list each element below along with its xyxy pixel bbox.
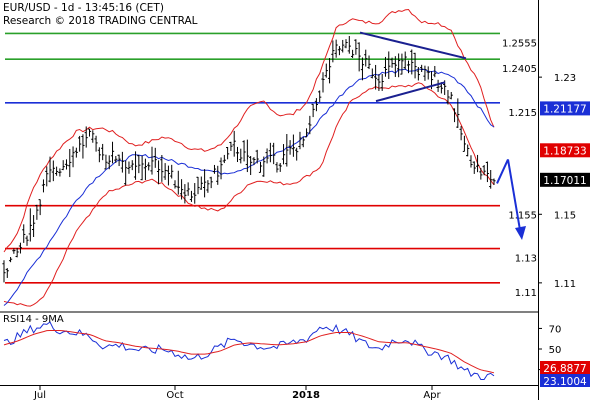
chart-copyright: Research © 2018 TRADING CENTRAL [3,15,198,27]
rsi-series-1 [3,330,495,374]
price-tag-bg-1 [540,143,590,158]
level-label-5: 1.11 [515,288,537,299]
rsi-tick-label-2: 70 [549,324,562,335]
price-tick-label-1: 1.15 [554,210,576,221]
triangle-side-1 [375,81,446,103]
price-tag-bg-2 [540,172,590,187]
series-line-2 [3,68,495,306]
price-tag-bg-0 [540,101,590,116]
rsi-tag-bg-1 [540,374,590,387]
price-tag-1: 1.18733 [543,145,586,157]
rsi-tick-label-1: 50 [549,345,562,356]
rsi-tag-1: 23.1004 [543,376,587,388]
price-tag-2: 1.17011 [543,175,586,187]
rsi-tag-bg-0 [540,361,590,374]
level-label-4: 1.13 [515,254,537,265]
forecast-up-leg [496,159,509,184]
level-label-2: 1.215 [508,108,537,119]
triangle-side-0 [359,31,467,60]
bands-layer [3,8,495,307]
rsi-series-0 [3,321,495,380]
price-bars [2,36,496,283]
time-tick-label-1: Oct [166,390,183,400]
series-line-0 [3,8,495,253]
time-tick-label-2: 2018 [292,390,320,400]
time-tick-label-3: Apr [423,390,441,400]
levels-layer: 1.2555 1.2405 1.215 1.155 1.13 1.11 [5,32,537,299]
forecast-arrow-head [515,226,526,240]
level-label-3: 1.155 [508,211,537,222]
price-tick-label-0: 1.11 [554,279,576,290]
level-label-0: 1.2555 [502,38,537,49]
price-tag-0: 1.21177 [543,103,586,115]
price-tick-label-2: 1.23 [554,73,576,84]
time-tick-label-0: Jul [33,390,46,400]
level-label-1: 1.2405 [502,64,537,75]
rsi-tag-0: 26.8877 [543,363,586,375]
chart-title: EUR/USD - 1d - 13:45:16 (CET) [3,2,164,14]
rsi-title: RSI14 - 9MA [3,314,64,325]
triangle-pattern [359,31,467,103]
series-line-1 [3,82,495,307]
forecast-arrow [496,159,526,240]
axis-layer: 1.111.151.231.211771.187331.170113050702… [33,73,590,401]
rsi-layer [3,321,495,380]
header-bg [0,0,188,27]
forecast-down-leg [507,159,521,231]
